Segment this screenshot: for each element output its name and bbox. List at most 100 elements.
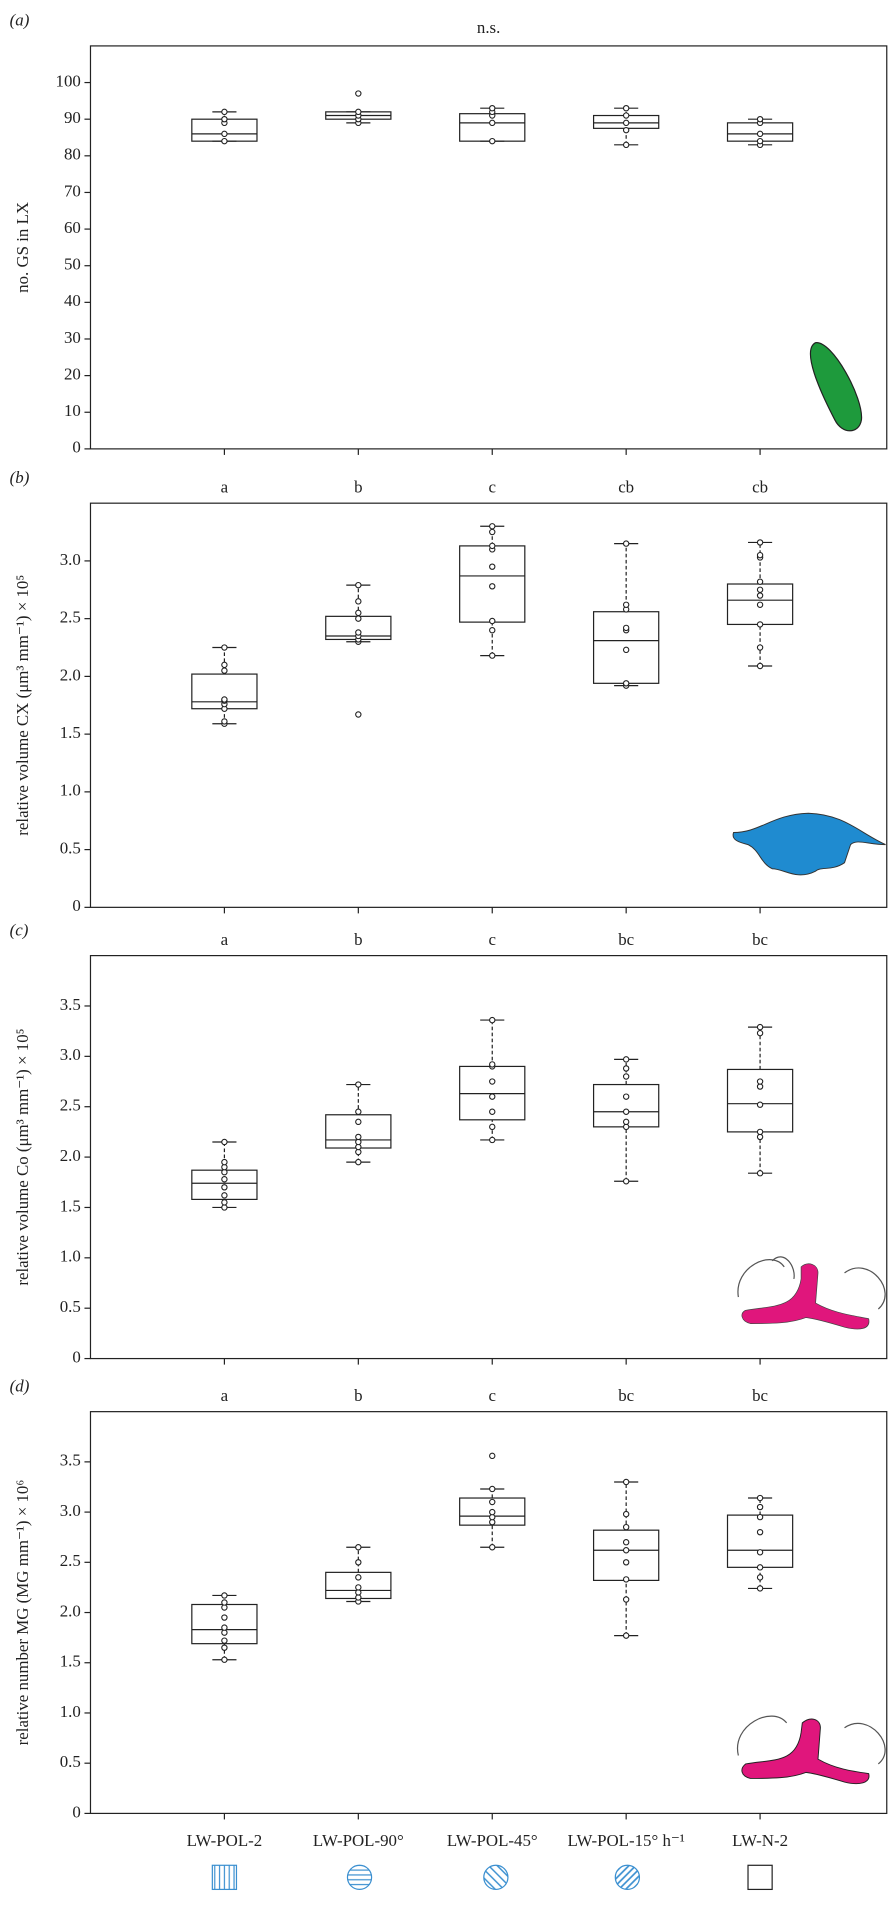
data-point <box>356 1585 361 1590</box>
y-tick-label: 0 <box>72 1347 80 1366</box>
data-point <box>757 131 762 136</box>
data-point <box>624 128 629 133</box>
x-tick-label: LW-POL-90° <box>313 1831 404 1850</box>
data-point <box>624 541 629 546</box>
plot-frame <box>90 956 886 1359</box>
data-point <box>222 1625 227 1630</box>
y-tick-label: 0 <box>72 438 80 457</box>
plot-frame <box>90 1412 886 1814</box>
data-point <box>490 564 495 569</box>
data-point <box>624 1511 629 1516</box>
data-point <box>222 1615 227 1620</box>
y-tick-label: 1.0 <box>60 1247 81 1266</box>
data-point <box>490 628 495 633</box>
data-point <box>356 91 361 96</box>
data-point <box>624 602 629 607</box>
data-point <box>356 712 361 717</box>
data-point <box>222 1185 227 1190</box>
data-point <box>757 1495 762 1500</box>
data-point <box>624 625 629 630</box>
y-tick-label: 100 <box>56 71 81 90</box>
y-tick-label: 2.5 <box>60 1551 81 1570</box>
data-point <box>757 1079 762 1084</box>
data-point <box>356 583 361 588</box>
y-tick-label: 3.0 <box>60 550 81 569</box>
group-letter: bc <box>618 1386 634 1405</box>
data-point <box>624 1540 629 1545</box>
data-point <box>757 645 762 650</box>
y-tick-label: 30 <box>64 328 81 347</box>
data-point <box>490 584 495 589</box>
data-point <box>757 1530 762 1535</box>
figure: (a)no. GS in LX0102030405060708090100n.s… <box>0 0 894 1910</box>
data-point <box>757 1565 762 1570</box>
y-tick-label: 2.0 <box>60 665 81 684</box>
y-tick-label: 0 <box>72 1802 80 1821</box>
data-point <box>624 106 629 111</box>
data-point <box>757 540 762 545</box>
x-tick-label: LW-POL-45° <box>447 1831 538 1850</box>
y-tick-label: 2.5 <box>60 1096 81 1115</box>
data-point <box>757 1024 762 1029</box>
data-point <box>624 120 629 125</box>
data-point <box>624 1560 629 1565</box>
data-point <box>757 117 762 122</box>
data-point <box>222 1638 227 1643</box>
group-letter: b <box>354 1386 362 1405</box>
icon-gs <box>810 343 861 431</box>
y-tick-label: 1.5 <box>60 723 81 742</box>
icon-cx <box>733 813 885 875</box>
y-axis-label: relative number MG (MG mm⁻¹) × 10⁶ <box>13 1480 32 1746</box>
y-tick-label: 0 <box>72 896 80 915</box>
group-letter: b <box>354 478 362 497</box>
data-point <box>222 1600 227 1605</box>
y-tick-label: 1.0 <box>60 781 81 800</box>
significance: n.s. <box>477 18 500 37</box>
y-tick-label: 50 <box>64 255 81 274</box>
data-point <box>490 106 495 111</box>
data-point <box>757 1575 762 1580</box>
data-point <box>222 1177 227 1182</box>
data-point <box>356 616 361 621</box>
data-point <box>222 1645 227 1650</box>
data-point <box>222 1657 227 1662</box>
y-tick-label: 3.0 <box>60 1045 81 1064</box>
y-tick-label: 0.5 <box>60 1297 81 1316</box>
data-point <box>490 1124 495 1129</box>
y-tick-label: 1.0 <box>60 1702 81 1721</box>
y-tick-label: 70 <box>64 181 81 200</box>
data-point <box>490 1109 495 1114</box>
icon-co <box>738 1257 885 1329</box>
data-point <box>624 1479 629 1484</box>
data-point <box>624 1057 629 1062</box>
y-tick-label: 10 <box>64 401 81 420</box>
icon-mg <box>738 1716 886 1784</box>
y-tick-label: 3.5 <box>60 995 81 1014</box>
data-point <box>624 1577 629 1582</box>
group-letter: a <box>221 478 229 497</box>
y-tick-label: 1.5 <box>60 1196 81 1215</box>
data-point <box>757 1129 762 1134</box>
group-letter: a <box>221 1386 229 1405</box>
data-point <box>490 524 495 529</box>
plot-frame <box>90 46 886 449</box>
box <box>728 1515 793 1567</box>
y-tick-label: 0.5 <box>60 838 81 857</box>
y-tick-label: 20 <box>64 364 81 383</box>
x-tick-label: LW-N-2 <box>732 1831 788 1850</box>
data-point <box>222 139 227 144</box>
y-tick-label: 0.5 <box>60 1752 81 1771</box>
data-point <box>490 120 495 125</box>
data-point <box>757 1514 762 1519</box>
data-point <box>222 697 227 702</box>
data-point <box>624 1119 629 1124</box>
data-point <box>490 543 495 548</box>
group-letter: bc <box>752 1386 768 1405</box>
group-letter: cb <box>752 478 768 497</box>
data-point <box>490 1079 495 1084</box>
data-point <box>757 1586 762 1591</box>
data-point <box>624 1597 629 1602</box>
panel-label: (d) <box>10 1376 30 1395</box>
group-letter: cb <box>618 478 634 497</box>
data-point <box>356 1575 361 1580</box>
